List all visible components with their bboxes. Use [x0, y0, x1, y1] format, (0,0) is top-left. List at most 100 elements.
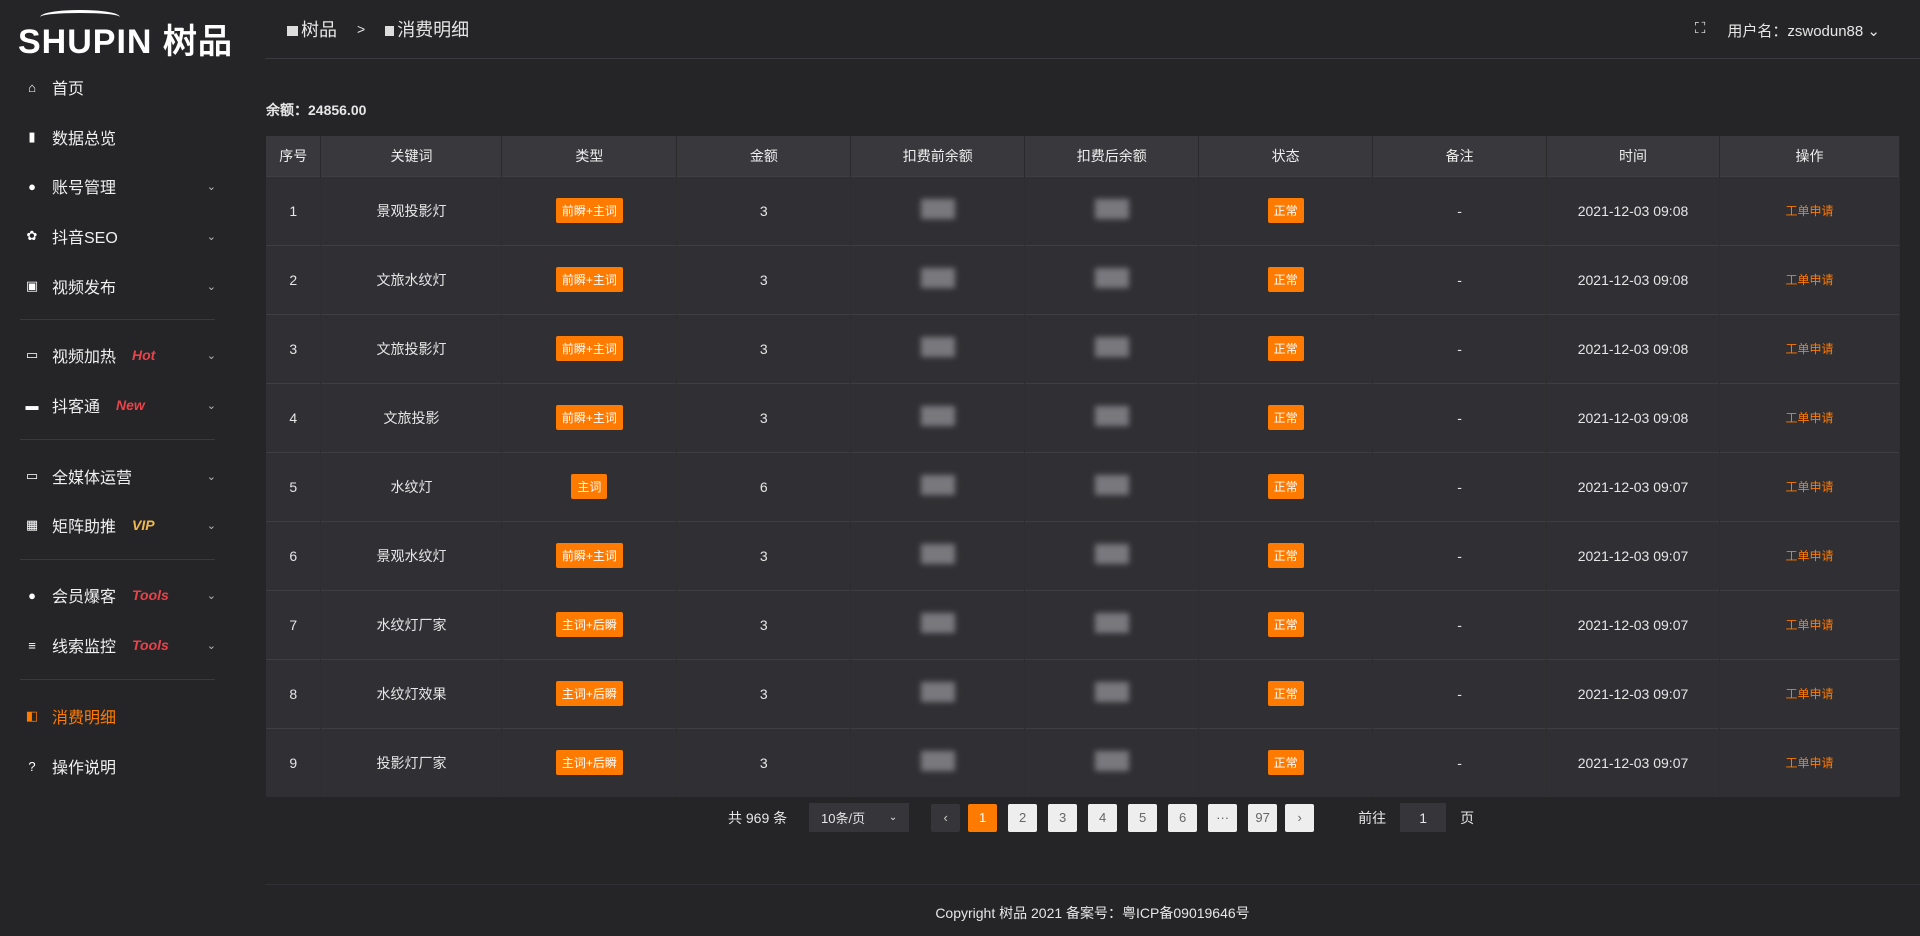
action-cell: 工单申请: [1719, 589, 1901, 659]
sidebar-item-tag: Tools: [132, 587, 169, 603]
ticket-apply-link[interactable]: 工单申请: [1785, 273, 1834, 287]
page-button[interactable]: 3: [1048, 803, 1078, 832]
ticket-apply-link[interactable]: 工单申请: [1785, 342, 1834, 356]
user-menu[interactable]: 用户名：zswodun88 ⌄: [1727, 23, 1880, 40]
ticket-apply-link[interactable]: 工单申请: [1785, 756, 1834, 771]
table-row: 8 水纹灯效果 主词+后瞬 3 正常 - 2021-12-03 09:07 工单…: [266, 658, 1901, 728]
page-button[interactable]: 4: [1088, 803, 1118, 832]
page-button[interactable]: 6: [1168, 803, 1198, 832]
sidebar-item[interactable]: ● 账号管理 ⌄: [0, 166, 230, 206]
sidebar-item[interactable]: ▬ 抖客通 New ⌄: [0, 385, 230, 425]
balance-after: [1024, 658, 1200, 728]
page-button[interactable]: ···: [1208, 803, 1238, 832]
ticket-apply-link[interactable]: 工单申请: [1785, 549, 1834, 563]
goto-page-input[interactable]: 1: [1400, 803, 1447, 832]
breadcrumb-home[interactable]: 树品: [287, 16, 337, 42]
amount: 3: [676, 175, 852, 245]
column-header: 关键词: [320, 136, 503, 176]
chevron-down-icon: ⌄: [206, 639, 216, 652]
chat-icon: ▬: [25, 397, 39, 413]
ticket-apply-link[interactable]: 工单申请: [1785, 204, 1834, 218]
status-badge: 正常: [1267, 336, 1304, 361]
ticket-apply-link[interactable]: 工单申请: [1785, 411, 1834, 425]
remark: -: [1372, 244, 1548, 314]
sidebar-item-label: 首页: [52, 81, 85, 98]
amount: 6: [676, 451, 852, 521]
sidebar-item[interactable]: ● 会员爆客 Tools ⌄: [0, 575, 230, 615]
balance-after: [1024, 313, 1200, 383]
sidebar-item-label: 操作说明: [52, 760, 117, 777]
sidebar-item[interactable]: ▭ 全媒体运营 ⌄: [0, 456, 230, 496]
table-row: 2 文旅水纹灯 前瞬+主词 3 正常 - 2021-12-03 09:08 工单…: [266, 244, 1901, 314]
user-icon: ●: [28, 178, 36, 194]
page-button[interactable]: 97: [1248, 803, 1278, 832]
page-button[interactable]: 5: [1128, 803, 1158, 832]
time: 2021-12-03 09:08: [1546, 382, 1720, 452]
sidebar-item[interactable]: ≡ 线索监控 Tools ⌄: [0, 625, 230, 665]
action-cell: 工单申请: [1719, 520, 1901, 590]
page-button[interactable]: 1: [968, 803, 998, 832]
chevron-down-icon: ⌄: [206, 519, 216, 532]
action-cell: 工单申请: [1719, 175, 1901, 245]
keyword: 文旅水纹灯: [320, 244, 503, 314]
keyword: 水纹灯效果: [320, 658, 503, 728]
logo: SHUPIN 树品: [18, 10, 233, 63]
status-cell: 正常: [1198, 175, 1374, 245]
type-badge: 主词+后瞬: [555, 681, 623, 706]
status-badge: 正常: [1267, 750, 1304, 776]
remark: -: [1372, 175, 1548, 245]
wallet-icon: ◧: [25, 708, 39, 723]
next-page-button[interactable]: ›: [1285, 803, 1315, 832]
remark: -: [1372, 313, 1548, 383]
grid-icon: ▦: [25, 517, 39, 532]
sidebar-item[interactable]: ◧ 消费明细: [0, 696, 230, 736]
divider: [20, 679, 215, 680]
sidebar-item-label: 账号管理: [52, 180, 117, 197]
sidebar-item[interactable]: ▦ 矩阵助推 VIP ⌄: [0, 505, 230, 545]
type-badge: 主词+后瞬: [555, 612, 623, 637]
table-row: 9 投影灯厂家 主词+后瞬 3 正常 - 2021-12-03 09:07 工单…: [266, 727, 1901, 797]
sidebar-item-label: 矩阵助推: [52, 519, 117, 536]
ticket-apply-link[interactable]: 工单申请: [1785, 480, 1834, 494]
help-icon: ?: [28, 758, 36, 774]
chevron-down-icon: ⌄: [206, 349, 216, 362]
sidebar-item[interactable]: ▭ 视频加热 Hot ⌄: [0, 335, 230, 375]
row-index: 2: [266, 244, 322, 314]
sidebar-item[interactable]: ▣ 视频发布 ⌄: [0, 266, 230, 306]
status-cell: 正常: [1198, 520, 1374, 590]
amount: 3: [676, 244, 852, 314]
gear-icon: ✿: [26, 228, 38, 243]
divider: [20, 439, 215, 440]
sidebar-item[interactable]: ? 操作说明: [0, 746, 230, 786]
consumption-table: 序号 关键词 类型 金额 扣费前余额 扣费后余额 状态 备注 时间 操作 1 景观投影灯 前瞬+主…: [266, 136, 1901, 797]
type-cell: 主词+后瞬: [501, 658, 678, 728]
sidebar-item[interactable]: ▮ 数据总览: [0, 117, 230, 157]
remark: -: [1372, 727, 1548, 797]
amount: 3: [676, 589, 852, 659]
status-cell: 正常: [1198, 313, 1374, 383]
sidebar-item[interactable]: ✿ 抖音SEO ⌄: [0, 216, 230, 256]
fullscreen-icon[interactable]: ⛶: [1694, 20, 1706, 37]
sidebar-item[interactable]: ⌂ 首页: [0, 67, 230, 107]
ticket-apply-link[interactable]: 工单申请: [1785, 687, 1834, 701]
status-cell: 正常: [1198, 382, 1374, 452]
type-cell: 前瞬+主词: [501, 520, 678, 590]
remark: -: [1372, 658, 1548, 728]
pagination: 共 969 条 10条/页 ⌄ ‹ 1 2 3 4 5 6 ··· 97 › 前往 1 页: [728, 803, 1474, 832]
prev-page-button[interactable]: ‹: [931, 803, 961, 832]
divider: [20, 559, 215, 560]
row-index: 1: [266, 175, 322, 245]
type-badge: 主词: [571, 474, 608, 499]
row-index: 9: [266, 727, 322, 797]
type-badge: 前瞬+主词: [555, 405, 623, 430]
status-cell: 正常: [1198, 451, 1374, 521]
type-cell: 主词+后瞬: [501, 589, 678, 659]
page-size-select[interactable]: 10条/页 ⌄: [809, 803, 910, 832]
table-row: 7 水纹灯厂家 主词+后瞬 3 正常 - 2021-12-03 09:07 工单…: [266, 589, 1901, 659]
sidebar-item-tag: Tools: [132, 637, 169, 653]
ticket-apply-link[interactable]: 工单申请: [1785, 618, 1834, 632]
page-button[interactable]: 2: [1008, 803, 1038, 832]
status-badge: 正常: [1267, 267, 1304, 292]
action-cell: 工单申请: [1719, 244, 1901, 314]
type-badge: 前瞬+主词: [555, 198, 623, 223]
